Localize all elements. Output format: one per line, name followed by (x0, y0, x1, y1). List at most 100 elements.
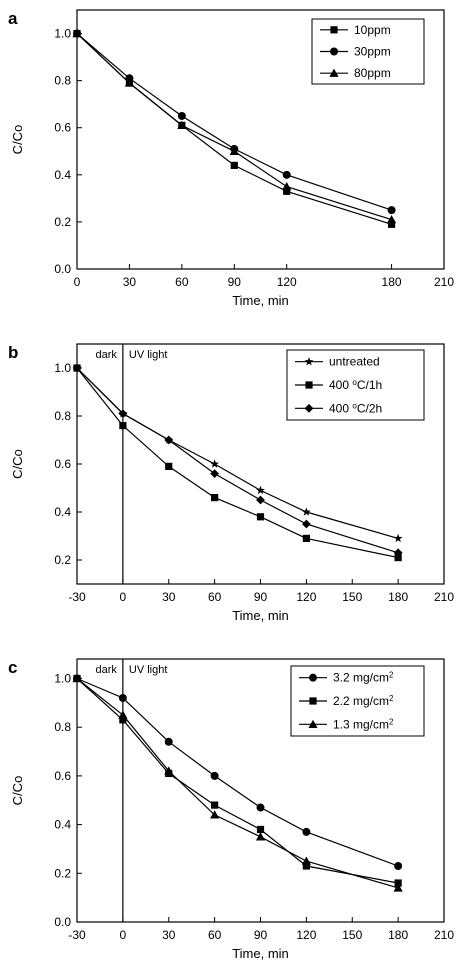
data-point (177, 120, 187, 130)
data-point (118, 693, 127, 702)
legend-label: 400 oC/1h (329, 378, 382, 393)
legend-marker (309, 673, 317, 682)
y-tick-label: 0.2 (54, 215, 71, 229)
y-tick-label: 0.0 (54, 915, 71, 929)
x-tick-label: 60 (175, 275, 189, 289)
y-tick-label: 1.0 (54, 361, 71, 375)
y-tick-label: 0.6 (54, 769, 71, 783)
phase-label-dark: dark (95, 349, 117, 361)
legend-marker (304, 357, 314, 366)
x-tick-label: 90 (254, 590, 268, 604)
data-point (393, 533, 403, 543)
data-point (394, 879, 402, 887)
legend-marker (304, 403, 314, 413)
data-point (255, 832, 266, 841)
data-point (118, 710, 128, 719)
data-point (387, 206, 396, 215)
data-point (302, 507, 311, 516)
data-point (177, 111, 186, 120)
legend-marker (329, 68, 339, 77)
y-tick-label: 0.4 (54, 505, 71, 519)
data-point (283, 187, 291, 195)
y-tick-label: 0.0 (54, 262, 71, 276)
y-tick-label: 0.4 (54, 818, 71, 832)
data-point (118, 409, 128, 418)
y-axis-title: C/Co (10, 449, 25, 479)
legend-label: untreated (329, 355, 380, 369)
data-point (72, 28, 82, 38)
legend-label: 30ppm (354, 45, 391, 59)
x-tick-label: 180 (388, 590, 408, 604)
series-line (76, 33, 392, 211)
x-tick-label: -30 (68, 590, 86, 604)
x-tick-label: -30 (68, 928, 86, 942)
y-tick-label: 0.6 (54, 121, 71, 135)
data-point (72, 363, 82, 373)
y-axis-title: C/Co (10, 125, 25, 155)
x-tick-label: 30 (162, 928, 176, 942)
data-point (164, 766, 174, 775)
data-point (210, 810, 220, 819)
data-point (282, 170, 291, 179)
series-3 (72, 673, 403, 892)
x-tick-label: 0 (120, 928, 127, 942)
y-tick-label: 0.4 (54, 168, 71, 182)
data-point (256, 495, 265, 505)
panel-letter: a (8, 9, 18, 28)
x-tick-label: 30 (123, 275, 137, 289)
chart-panel-b: b -30 0 30 60 90 120 150 180 210 0.2 0.4 0.6 0.8 1.0 Ti… (8, 343, 454, 623)
x-tick-label: 180 (388, 928, 408, 942)
legend-label: 2.2 mg/cm2 (333, 694, 394, 709)
plot-frame (76, 9, 445, 270)
legend: untreated 400 oC/1h 400 oC/2h (286, 349, 425, 421)
panel-letter: c (8, 658, 17, 677)
data-point (164, 435, 174, 445)
legend-marker (330, 26, 338, 34)
x-axis-title: Time, min (232, 946, 289, 961)
data-point (72, 673, 82, 683)
legend-marker (308, 719, 318, 729)
y-tick-label: 0.2 (54, 553, 71, 567)
data-point (256, 513, 265, 521)
x-tick-label: 60 (208, 590, 222, 604)
legend-marker (330, 47, 338, 56)
legend-marker (309, 697, 317, 705)
x-tick-label: 210 (434, 928, 454, 942)
x-tick-label: 90 (254, 928, 268, 942)
series-line (76, 33, 392, 221)
x-tick-label: 210 (434, 590, 454, 604)
y-tick-label: 0.8 (54, 720, 71, 734)
x-tick-label: 150 (342, 590, 362, 604)
series-3 (72, 28, 397, 224)
x-tick-label: 30 (162, 590, 176, 604)
phase-label-uv: UV light (129, 349, 168, 361)
legend-label: 80ppm (354, 66, 391, 80)
y-tick-label: 1.0 (54, 671, 71, 685)
x-tick-label: 90 (228, 275, 242, 289)
data-point (302, 862, 310, 870)
data-point (124, 78, 135, 87)
data-point (387, 220, 396, 228)
data-point (393, 548, 403, 558)
data-point (301, 856, 311, 865)
panel-letter: b (8, 343, 18, 362)
data-point (164, 737, 173, 746)
x-tick-label: 120 (277, 275, 297, 289)
y-tick-label: 1.0 (54, 27, 71, 41)
data-point (282, 181, 292, 191)
data-point (125, 74, 134, 83)
x-tick-label: 150 (342, 928, 362, 942)
data-point (119, 422, 127, 430)
x-axis-title: Time, min (232, 293, 289, 308)
data-point (210, 459, 219, 468)
data-point (256, 485, 265, 495)
legend-label: 1.3 mg/cm2 (333, 717, 394, 732)
data-point (211, 494, 219, 502)
data-point (210, 469, 220, 478)
legend-marker (305, 381, 313, 389)
data-point (230, 161, 238, 169)
phase-label-dark: dark (95, 664, 117, 676)
phase-label-uv: UV light (129, 664, 168, 676)
data-point (256, 803, 265, 812)
